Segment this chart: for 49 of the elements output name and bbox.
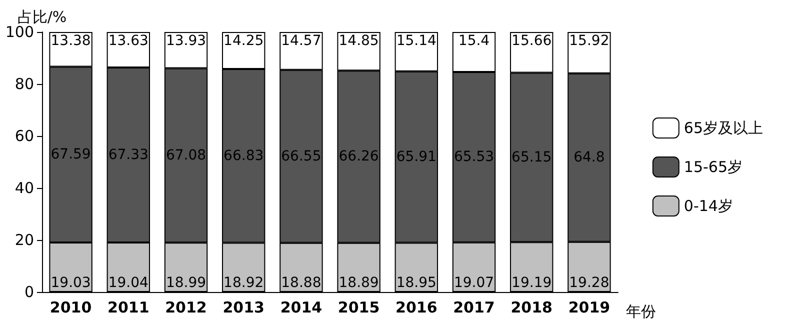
data-label: 66.55 (281, 148, 322, 164)
x-tick-label: 2011 (108, 298, 150, 316)
data-label: 18.95 (396, 275, 436, 291)
x-tick-label: 2010 (50, 298, 92, 316)
data-label: 65.91 (396, 149, 436, 166)
data-label: 13.63 (108, 33, 148, 49)
data-label: 13.93 (166, 33, 206, 49)
data-label: 19.19 (512, 275, 552, 291)
data-label: 18.92 (224, 275, 264, 291)
legend-label: 15-65岁 (684, 158, 743, 176)
data-label: 64.8 (574, 150, 605, 166)
x-tick-label: 2017 (453, 298, 495, 316)
data-label: 18.88 (281, 275, 322, 291)
data-label: 13.38 (50, 33, 91, 49)
data-label: 15.66 (512, 33, 552, 49)
data-label: 14.85 (338, 33, 379, 49)
data-label: 67.33 (108, 146, 148, 163)
x-tick-label: 2015 (338, 298, 380, 316)
y-tick-label: 40 (14, 179, 34, 197)
data-label: 15.92 (569, 33, 610, 49)
data-label: 66.83 (224, 148, 264, 164)
data-label: 14.25 (224, 33, 264, 49)
data-label: 66.26 (338, 148, 379, 165)
data-label: 65.15 (512, 149, 552, 166)
legend-label: 65岁及以上 (684, 119, 764, 137)
x-tick-label: 2016 (396, 298, 438, 316)
data-label: 15.4 (458, 33, 490, 49)
y-tick-label: 80 (14, 75, 34, 93)
x-tick-label: 2012 (165, 298, 207, 316)
data-label: 15.14 (396, 33, 437, 49)
data-label: 65.53 (454, 149, 494, 166)
x-tick-label: 2019 (568, 298, 610, 316)
data-label: 19.07 (454, 275, 494, 291)
x-tick-label: 2013 (222, 298, 264, 316)
data-label: 18.89 (338, 275, 379, 291)
data-label: 67.59 (50, 146, 91, 163)
data-label: 18.99 (166, 275, 206, 291)
data-label: 19.28 (569, 275, 610, 291)
y-tick-label: 60 (14, 127, 34, 145)
x-tick-label: 2018 (510, 298, 552, 316)
data-label: 67.08 (166, 147, 206, 164)
x-axis-title: 年份 (626, 302, 656, 320)
legend-label: 0-14岁 (684, 197, 733, 215)
x-tick-label: 2014 (280, 298, 322, 316)
data-label: 19.03 (50, 275, 91, 291)
data-label: 19.04 (108, 275, 149, 291)
y-tick-label: 20 (14, 231, 34, 249)
y-tick-label: 0 (24, 283, 34, 301)
data-label: 14.57 (281, 33, 322, 49)
